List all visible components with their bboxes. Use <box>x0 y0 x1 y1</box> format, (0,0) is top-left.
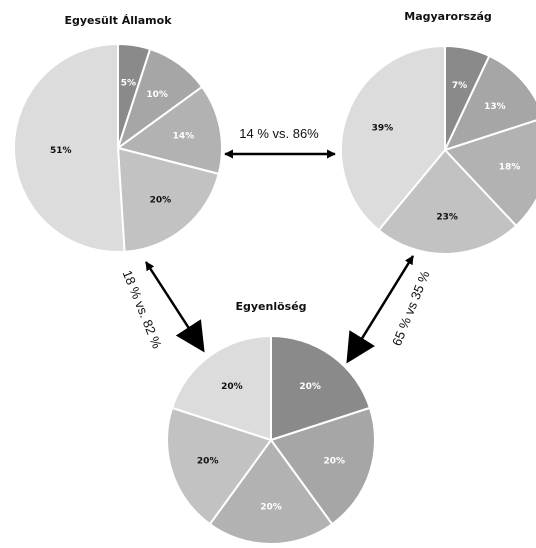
pie-label-slice-10: 10% <box>146 90 168 100</box>
pie-label-slice-a: 20% <box>299 382 321 392</box>
pie-label-slice-13: 13% <box>484 102 506 112</box>
pie-label-slice-20: 20% <box>150 195 172 205</box>
pie-slice-a <box>270 334 372 442</box>
pie-slice-c <box>208 438 334 545</box>
pie-label-slice-e: 20% <box>221 382 243 392</box>
pie-slice-13 <box>443 54 536 152</box>
arrow-hungary-equality <box>346 255 415 364</box>
pie-slice-b <box>269 406 376 526</box>
pie-title-usa: Egyesült Államok <box>64 14 172 27</box>
pie-label-slice-51: 51% <box>50 146 72 156</box>
pie-label-slice-18: 18% <box>499 163 521 173</box>
pie-slice-e <box>170 334 272 442</box>
arrow-usa-equality <box>144 261 205 353</box>
comparison-label-usa-hungary: 14 % vs. 86% <box>239 126 319 141</box>
pie-label-slice-5: 5% <box>121 78 136 88</box>
pie-label-slice-39: 39% <box>372 124 394 134</box>
pie-label-slice-23: 23% <box>436 213 458 223</box>
pie-chart-usa: 5% 10% 14% 20% 51% Egyesült Államok <box>13 14 223 253</box>
pie-label-slice-b: 20% <box>324 457 346 467</box>
pie-slice-14 <box>115 85 223 176</box>
pie-slice-20 <box>116 146 220 253</box>
comparison-label-hungary-equality: 65 % vs 35 % <box>389 268 433 348</box>
pie-label-slice-d: 20% <box>197 457 219 467</box>
pie-title-equality: Egyenlöség <box>235 300 306 313</box>
pie-chart-hungary: 7% 13% 18% 23% 39% Magyarország <box>340 10 536 255</box>
pie-slice-51 <box>13 42 126 253</box>
pie-slice-23 <box>377 148 518 255</box>
pie-chart-equality: 20% 20% 20% 20% 20% Egyenlöség <box>166 300 376 545</box>
pie-slice-39 <box>340 44 446 232</box>
pie-slice-d <box>166 406 273 526</box>
pie-title-hungary: Magyarország <box>404 10 492 23</box>
pie-label-slice-c: 20% <box>260 503 282 513</box>
pie-label-slice-7: 7% <box>452 81 467 91</box>
pie-slice-18 <box>443 119 536 228</box>
pie-label-slice-14: 14% <box>173 132 195 142</box>
